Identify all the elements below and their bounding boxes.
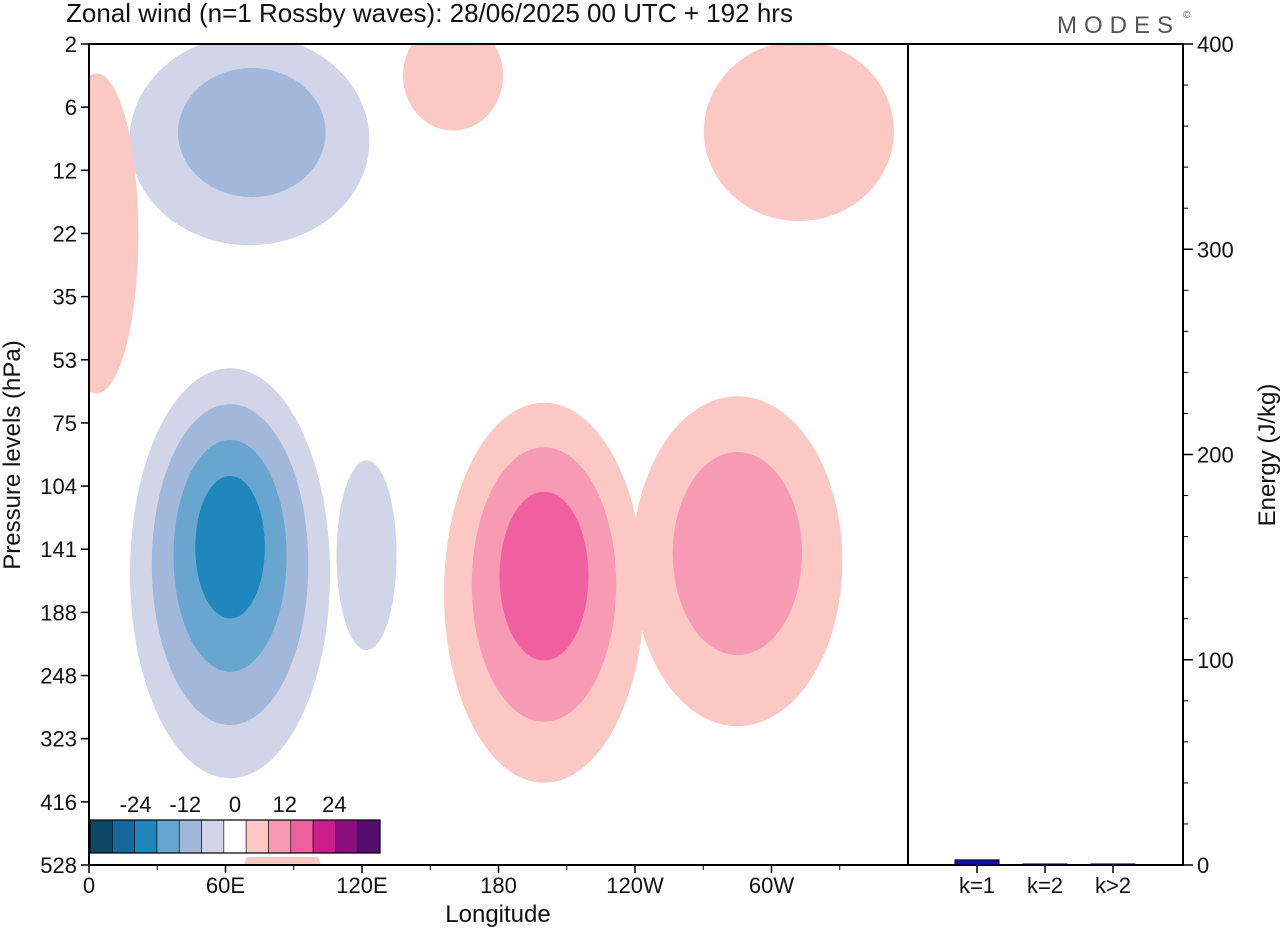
contour-feature-high <box>444 402 644 783</box>
colorbar-label: -12 <box>169 792 201 817</box>
colorbar-swatch <box>112 819 135 854</box>
y-tick-label: 248 <box>40 664 77 689</box>
y-tick-label: 35 <box>53 285 77 310</box>
colorbar: -24 -12 0 12 24 <box>88 788 382 857</box>
energy-tick-label: 300 <box>1197 237 1234 262</box>
energy-bars: k=1 k=2 k>2 <box>954 859 1136 898</box>
energy-tick-label: 0 <box>1197 853 1209 878</box>
x-axis-label: Longitude <box>445 901 550 928</box>
copyright-mark: © <box>1183 10 1191 21</box>
colorbar-swatch <box>178 819 202 854</box>
contour-level <box>195 475 265 619</box>
energy-axis: 0 100 200 300 400 <box>1183 32 1234 878</box>
x-tick-label: 0 <box>83 873 95 898</box>
contour-level <box>336 460 397 651</box>
energy-bar <box>954 859 1000 866</box>
colorbar-swatch <box>335 819 358 854</box>
contour-feature-high <box>632 396 843 727</box>
y-tick-label: 22 <box>53 221 77 246</box>
y-axis: 2 6 12 22 35 53 75 104 141 188 248 323 416 528 <box>40 32 89 878</box>
colorbar-swatch <box>245 819 269 854</box>
y-tick-label: 53 <box>53 348 77 373</box>
x-tick-label: 120W <box>606 873 664 898</box>
x-tick-label: 120E <box>336 873 387 898</box>
contour-feature-high <box>703 44 894 222</box>
modes-logo: MODES <box>1057 12 1180 39</box>
contour-feature-high <box>89 73 139 394</box>
x-tick-label: 60W <box>749 873 794 898</box>
colorbar-swatch <box>156 819 180 854</box>
y-tick-label: 528 <box>40 853 77 878</box>
colorbar-swatch <box>268 819 292 854</box>
colorbar-label: 0 <box>229 792 241 817</box>
chart-title: Zonal wind (n=1 Rossby waves): 28/06/202… <box>66 0 793 28</box>
colorbar-label: -24 <box>120 792 152 817</box>
x-axis: 0 60E 120E 180 120W 60W <box>83 865 841 898</box>
y-tick-label: 141 <box>40 537 77 562</box>
colorbar-label: 24 <box>322 792 346 817</box>
x-tick-label: 180 <box>480 873 517 898</box>
energy-tick-label: 200 <box>1197 443 1234 468</box>
colorbar-swatch <box>312 819 336 854</box>
colorbar-swatch <box>357 819 381 854</box>
y-axis-label: Pressure levels (hPa) <box>0 340 26 569</box>
contour-feature-low <box>336 460 397 651</box>
colorbar-label: 12 <box>272 792 296 817</box>
energy-panel-frame <box>907 43 1184 866</box>
y-tick-label: 12 <box>53 158 77 183</box>
colorbar-swatch <box>134 819 158 854</box>
colorbar-swatch <box>201 819 225 854</box>
contour-field <box>89 44 894 865</box>
energy-bar <box>1090 863 1136 866</box>
energy-bar <box>1022 863 1068 866</box>
energy-category-label: k=1 <box>959 873 995 898</box>
contour-level <box>403 44 503 131</box>
energy-category-label: k>2 <box>1095 873 1131 898</box>
contour-level <box>703 44 894 222</box>
colorbar-swatch <box>223 819 247 854</box>
y-tick-label: 2 <box>65 32 77 57</box>
y-tick-label: 6 <box>65 95 77 120</box>
contour-feature-low <box>130 368 331 779</box>
energy-tick-label: 400 <box>1197 32 1234 57</box>
x-tick-label: 60E <box>206 873 245 898</box>
contour-level <box>177 67 326 198</box>
y-tick-label: 104 <box>40 474 77 499</box>
contour-level <box>89 73 139 394</box>
energy-category-label: k=2 <box>1027 873 1063 898</box>
contour-level <box>499 491 589 661</box>
contour-level <box>672 452 802 656</box>
contour-feature-high <box>403 44 503 131</box>
y-tick-label: 416 <box>40 790 77 815</box>
energy-axis-label: Energy (J/kg) <box>1254 384 1280 527</box>
y-tick-label: 323 <box>40 727 77 752</box>
energy-tick-label: 100 <box>1197 648 1234 673</box>
contour-feature-low <box>129 44 370 246</box>
colorbar-swatch <box>89 819 113 854</box>
colorbar-swatch <box>290 819 314 854</box>
y-tick-label: 75 <box>53 411 77 436</box>
y-tick-label: 188 <box>40 600 77 625</box>
